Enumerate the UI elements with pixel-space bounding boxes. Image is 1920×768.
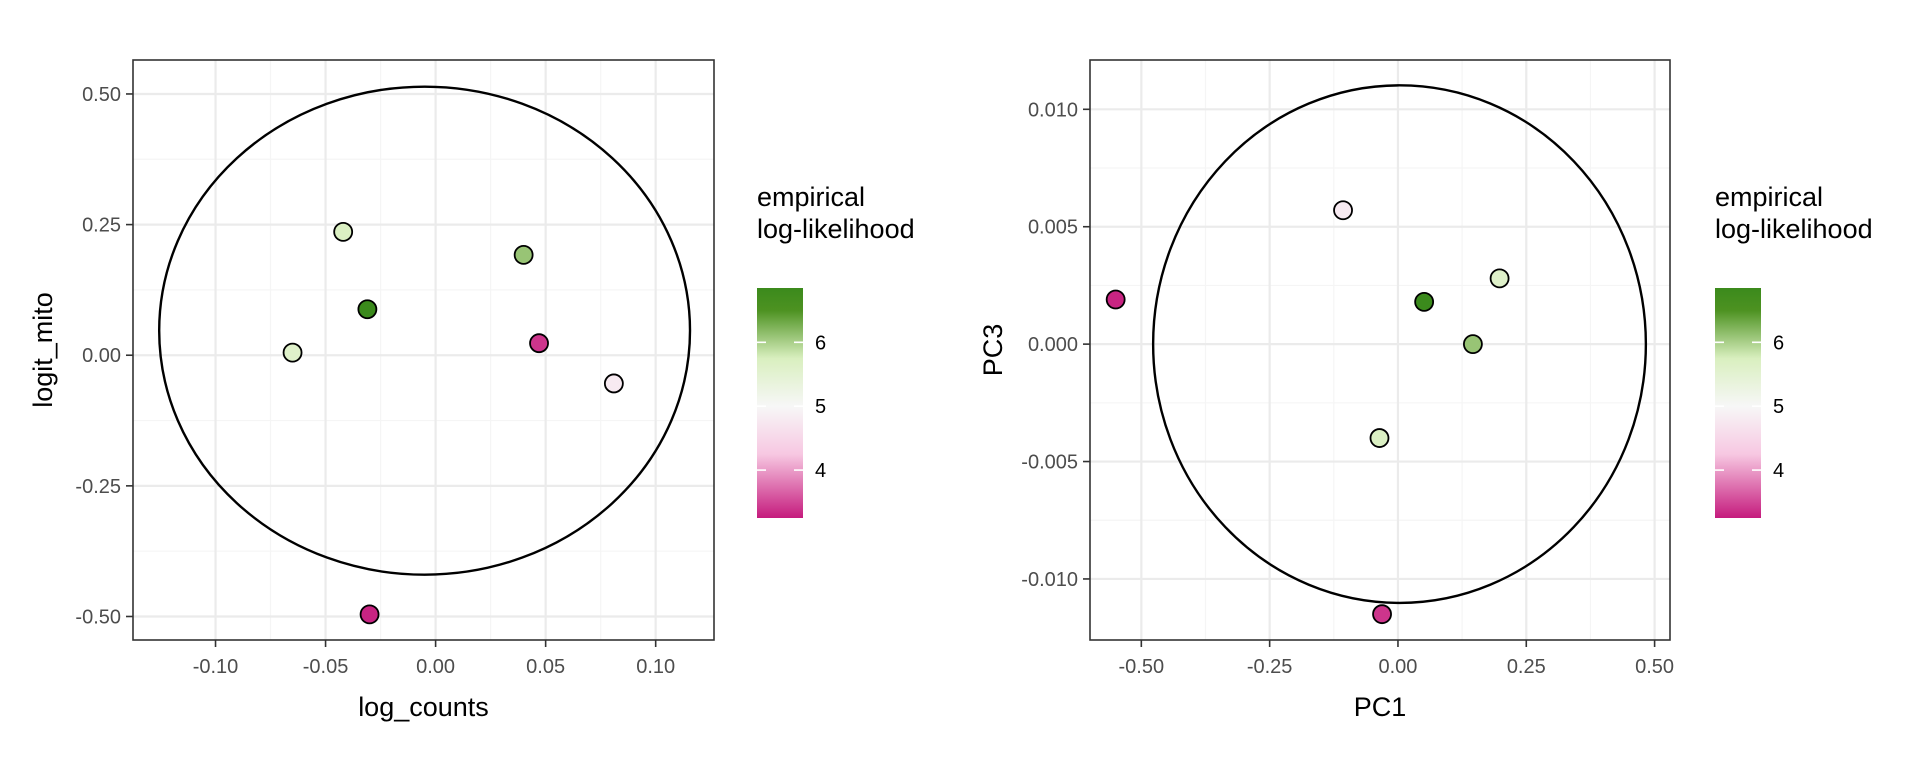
legend-break-label: 5	[1773, 396, 1784, 418]
data-point[interactable]	[603, 373, 624, 394]
data-point[interactable]	[529, 333, 549, 354]
y-tick-label: 0.00	[82, 345, 121, 367]
x-tick-label: 0.25	[1507, 656, 1546, 678]
x-tick-label: -0.10	[193, 656, 239, 678]
legend-title-line: log-likelihood	[757, 214, 915, 244]
y-tick-label: 0.005	[1028, 217, 1078, 239]
legend-break-label: 4	[1773, 460, 1784, 482]
x-tick-label: 0.10	[636, 656, 675, 678]
x-tick-label: 0.00	[416, 656, 455, 678]
data-point[interactable]	[1333, 200, 1353, 221]
data-point[interactable]	[333, 222, 354, 242]
plot-background	[1090, 60, 1670, 640]
chart-panel-2: -0.50 -0.25 0.00 0.25 0.50 0.010 0.005 0.000 -0.…	[978, 59, 1873, 722]
y-tick-label: -0.25	[75, 476, 121, 498]
chart-panel-1: -0.10 -0.05 0.00 0.05 0.10 0.50 0.25 0.00 -0.25 -…	[28, 59, 915, 722]
data-point[interactable]	[1489, 268, 1510, 289]
data-point[interactable]	[513, 245, 534, 265]
x-axis-title: log_counts	[358, 692, 489, 722]
plot-background	[133, 60, 714, 640]
data-point[interactable]	[282, 342, 303, 363]
legend-break-label: 4	[815, 460, 826, 482]
legend-colorbar	[1715, 288, 1761, 518]
panel-border	[132, 59, 715, 641]
confidence-ellipse	[157, 85, 692, 576]
x-tick-label: -0.50	[1119, 656, 1165, 678]
y-tick-label: -0.010	[1021, 569, 1078, 591]
legend-break-label: 5	[815, 396, 826, 418]
confidence-ellipse	[1151, 84, 1648, 605]
x-tick-label: 0.50	[1635, 656, 1674, 678]
y-tick-label: 0.25	[82, 215, 121, 237]
x-tick-label: -0.05	[303, 656, 349, 678]
y-axis-title: logit_mito	[28, 292, 58, 408]
y-tick-label: -0.50	[75, 606, 121, 628]
data-point[interactable]	[1414, 291, 1435, 312]
legend-colorbar	[757, 288, 803, 518]
x-tick-label: 0.00	[1378, 656, 1417, 678]
data-point[interactable]	[1372, 604, 1392, 625]
legend: empirical log-likelihood 6 5 4	[757, 182, 915, 518]
data-point[interactable]	[1369, 428, 1390, 448]
legend: empirical log-likelihood 6 5 4	[1715, 182, 1873, 518]
legend-title: empirical log-likelihood	[757, 182, 915, 244]
panel-border	[1089, 59, 1671, 641]
legend-title: empirical log-likelihood	[1715, 182, 1873, 244]
legend-title-line: empirical	[1715, 182, 1823, 212]
data-point[interactable]	[1463, 334, 1483, 355]
x-axis-title: PC1	[1354, 692, 1407, 722]
legend-title-line: empirical	[757, 182, 865, 212]
legend-break-label: 6	[1773, 332, 1784, 354]
data-point[interactable]	[357, 299, 378, 320]
x-tick-label: 0.05	[526, 656, 565, 678]
y-tick-label: -0.005	[1021, 452, 1078, 474]
y-tick-label: 0.010	[1028, 99, 1078, 121]
x-tick-label: -0.25	[1247, 656, 1293, 678]
y-tick-label: 0.000	[1028, 334, 1078, 356]
legend-break-label: 6	[815, 332, 826, 354]
data-point[interactable]	[1105, 289, 1126, 310]
y-axis-title: PC3	[978, 324, 1008, 377]
legend-title-line: log-likelihood	[1715, 214, 1873, 244]
data-point[interactable]	[359, 604, 380, 625]
y-tick-label: 0.50	[82, 84, 121, 106]
